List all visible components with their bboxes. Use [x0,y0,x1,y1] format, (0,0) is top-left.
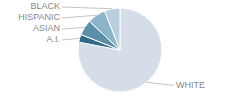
leader-line [147,82,174,85]
leader-line [62,7,112,9]
slice-label: BLACK [30,1,60,11]
slice-label: A.I. [46,34,60,44]
leader-line [62,15,96,18]
leader-line [62,38,80,40]
chart: BLACKHISPANICASIANA.I. WHITE [0,0,240,100]
slice-label: ASIAN [33,23,60,33]
pie-slice [78,8,162,92]
labels: BLACKHISPANICASIANA.I. WHITE [18,1,205,89]
slice-label: HISPANIC [18,12,60,22]
pie-slice [105,8,120,50]
leader-line [62,27,85,29]
slice-label: WHITE [176,80,205,90]
pie [78,8,162,92]
